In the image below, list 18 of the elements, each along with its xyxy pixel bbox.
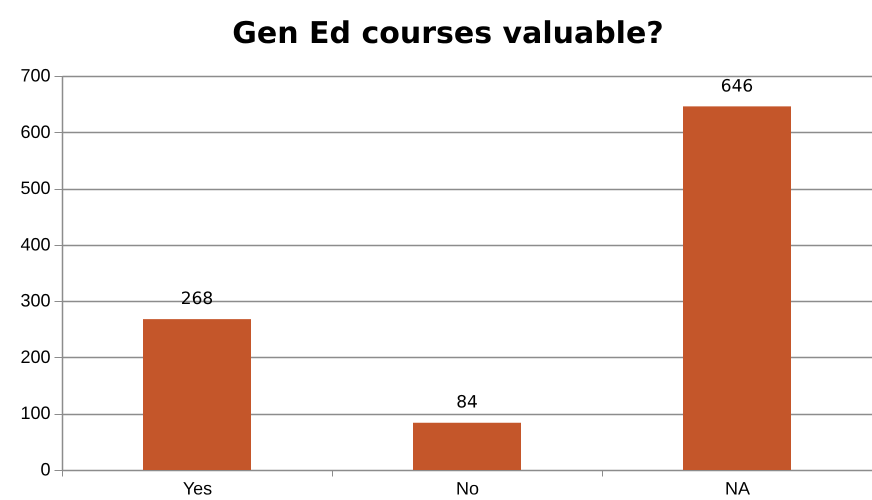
bar	[413, 422, 521, 470]
data-label: 268	[180, 289, 214, 310]
y-tick-label: 700	[20, 66, 50, 86]
bar	[143, 319, 251, 470]
bar	[683, 106, 791, 470]
y-tick-label: 400	[20, 234, 50, 254]
x-tick-label: NA	[724, 478, 750, 498]
data-label: 84	[456, 392, 478, 413]
y-tick-label: 200	[20, 346, 50, 367]
chart-title: Gen Ed courses valuable?	[232, 16, 664, 51]
y-tick-label: 100	[20, 403, 50, 424]
data-label: 646	[720, 76, 754, 96]
y-tick-label: 600	[20, 122, 50, 142]
y-tick-label: 300	[20, 290, 50, 311]
y-tick-label: 500	[20, 178, 50, 198]
y-tick-label: 0	[40, 460, 50, 480]
x-tick-label: Yes	[182, 478, 212, 498]
x-tick-label: No	[456, 478, 480, 498]
